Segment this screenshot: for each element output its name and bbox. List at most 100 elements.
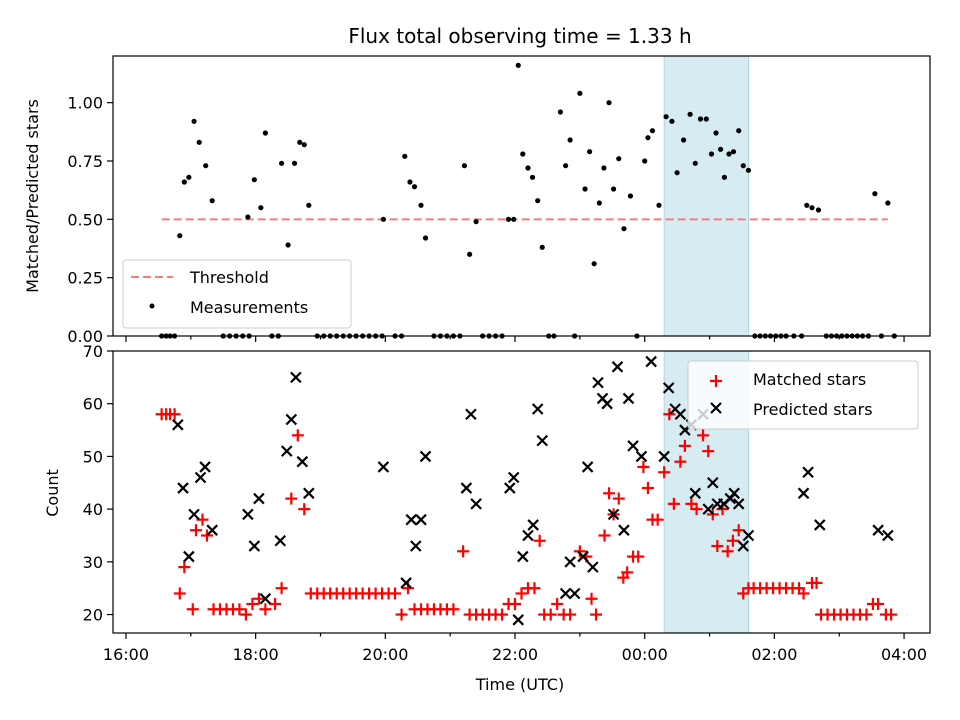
predicted-star-marker xyxy=(813,519,826,531)
predicted-star-marker xyxy=(728,487,740,500)
predicted-star-marker xyxy=(674,408,687,421)
measurement-point xyxy=(297,139,303,145)
measurement-point xyxy=(285,242,291,248)
matched-star-marker xyxy=(246,598,259,611)
predicted-star-marker xyxy=(536,434,549,447)
matched-star-marker xyxy=(186,603,199,616)
measurement-point xyxy=(262,130,268,136)
y-tick-label: 60 xyxy=(83,395,103,414)
matched-star-marker xyxy=(612,492,625,505)
matched-star-marker xyxy=(533,534,546,547)
matched-stars-series xyxy=(155,408,898,621)
measurement-point xyxy=(418,202,424,208)
predicted-star-marker xyxy=(564,556,576,568)
predicted-star-marker xyxy=(622,392,635,405)
measurement-point xyxy=(703,116,709,122)
matched-star-marker xyxy=(509,598,522,611)
predicted-star-marker xyxy=(742,529,755,542)
predicted-star-marker xyxy=(635,450,648,463)
predicted-star-marker xyxy=(415,513,427,526)
measurement-point xyxy=(872,191,878,197)
matched-star-marker xyxy=(285,492,298,505)
matched-legend-swatch xyxy=(710,375,722,387)
predicted-star-marker xyxy=(522,529,534,542)
x-tick-label: 22:00 xyxy=(492,645,538,664)
measurement-point xyxy=(663,114,669,120)
predicted-star-marker xyxy=(177,482,189,494)
matched-star-marker xyxy=(189,524,202,537)
predicted-legend-label: Predicted stars xyxy=(753,400,873,419)
predicted-star-marker xyxy=(285,413,298,426)
highlight-span xyxy=(663,55,749,337)
y-tick-label: 0.25 xyxy=(67,269,103,288)
matched-star-marker xyxy=(641,482,654,495)
predicted-star-marker xyxy=(689,487,702,500)
matched-star-marker xyxy=(173,587,186,600)
predicted-star-marker xyxy=(242,508,254,521)
matched-star-marker xyxy=(269,598,282,611)
predicted-star-marker xyxy=(587,561,599,573)
measurement-point xyxy=(505,216,512,222)
measurement-point xyxy=(645,135,651,141)
measurement-point xyxy=(596,200,602,206)
predicted-star-marker xyxy=(172,419,184,431)
predicted-star-marker xyxy=(512,614,525,626)
predicted-star-marker xyxy=(377,461,390,473)
matched-star-marker xyxy=(457,545,470,558)
predicted-star-marker xyxy=(527,519,539,531)
predicted-star-marker xyxy=(507,471,520,484)
measurement-point xyxy=(511,216,517,222)
matched-star-marker xyxy=(632,550,645,563)
measurement-point xyxy=(601,165,607,171)
measurement-point xyxy=(291,160,298,166)
matched-star-marker xyxy=(663,408,676,421)
predicted-star-marker xyxy=(470,498,482,510)
matched-star-marker xyxy=(621,566,634,579)
predicted-star-marker xyxy=(702,503,715,515)
predicted-star-marker xyxy=(290,371,302,384)
measurement-point xyxy=(203,163,209,169)
matched-star-marker xyxy=(674,455,687,468)
matched-star-marker xyxy=(590,608,603,621)
matched-legend-label: Matched stars xyxy=(753,370,866,389)
axes-frame xyxy=(112,55,931,337)
y-tick-label: 20 xyxy=(83,606,103,625)
measurement-point xyxy=(656,202,662,208)
measurement-point xyxy=(642,158,648,164)
measurement-point xyxy=(610,186,617,192)
measurement-point xyxy=(520,151,526,157)
predicted-star-marker xyxy=(194,471,207,484)
measurement-point xyxy=(586,149,593,155)
matched-star-marker xyxy=(259,603,272,616)
predicted-star-marker xyxy=(517,550,529,563)
matched-star-marker xyxy=(564,608,577,621)
bottom-legend: Matched stars Predicted stars xyxy=(687,360,919,430)
predicted-star-marker xyxy=(280,445,293,457)
measurement-point xyxy=(245,214,251,220)
axes-frame xyxy=(112,350,931,634)
matched-star-marker xyxy=(860,608,873,621)
predicted-star-marker xyxy=(592,376,604,389)
predicted-star-marker xyxy=(199,461,211,473)
measurement-point xyxy=(616,156,622,162)
predicted-star-marker xyxy=(248,540,261,552)
predicted-star-marker xyxy=(607,508,620,521)
matched-star-marker xyxy=(690,503,703,516)
measurement-point xyxy=(515,62,521,68)
measurement-point xyxy=(380,216,386,222)
measurement-point xyxy=(177,233,183,239)
measurement-point xyxy=(627,193,634,199)
x-tick-label: 04:00 xyxy=(881,645,927,664)
matched-star-marker xyxy=(872,598,885,611)
measurement-point xyxy=(730,149,737,155)
measurement-point xyxy=(681,137,687,143)
predicted-star-marker xyxy=(419,450,432,463)
bottom-axes: 20 30 40 50 60 70 16:00 18:00 20:00 22:00 00:00 02:… xyxy=(83,342,931,664)
measurement-point xyxy=(529,174,536,180)
predicted-star-marker xyxy=(206,524,218,536)
matched-star-marker xyxy=(797,587,810,600)
measurement-point xyxy=(726,151,732,157)
predicted-star-marker xyxy=(465,408,477,421)
y-tick-label: 1.00 xyxy=(67,94,103,113)
predicted-star-marker xyxy=(581,461,594,473)
